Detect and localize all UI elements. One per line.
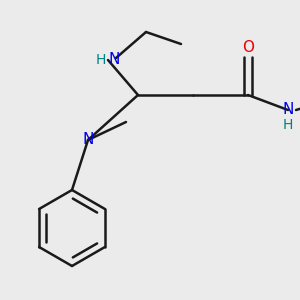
Text: H: H	[96, 53, 106, 67]
Text: N: N	[282, 103, 294, 118]
Text: O: O	[242, 40, 254, 55]
Text: N: N	[82, 133, 94, 148]
Text: H: H	[283, 118, 293, 132]
Text: N: N	[108, 52, 120, 68]
